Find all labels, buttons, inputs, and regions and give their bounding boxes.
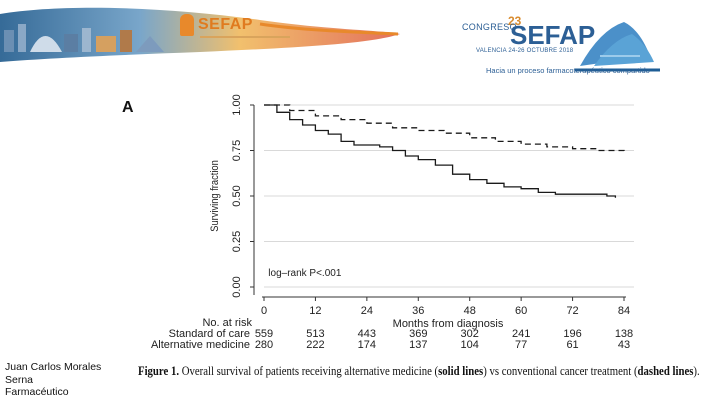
x-tick-label: 60 bbox=[515, 305, 527, 317]
speaker-name-line1: Juan Carlos Morales bbox=[5, 361, 102, 373]
x-tick-label: 36 bbox=[412, 305, 424, 317]
panel-label: A bbox=[122, 99, 134, 116]
sefap-logo-text: SEFAP bbox=[198, 16, 253, 33]
logrank-annotation: log–rank P<.001 bbox=[268, 268, 342, 279]
header-banner bbox=[0, 7, 660, 72]
standard-of-care-curve bbox=[264, 104, 625, 153]
risk-value: 513 bbox=[306, 328, 324, 340]
caption-prefix: Figure 1. bbox=[138, 364, 180, 378]
risk-row-label: Standard of care bbox=[169, 328, 250, 340]
caption-dashed: dashed lines bbox=[637, 364, 694, 378]
congress-dates: VALENCIA 24-26 OCTUBRE 2018 bbox=[476, 48, 574, 54]
x-tick-label: 72 bbox=[566, 305, 578, 317]
risk-value: 280 bbox=[255, 339, 273, 351]
x-tick-label: 0 bbox=[261, 305, 267, 317]
congress-number: 23 bbox=[508, 14, 522, 28]
sefap-logo: SEFAP bbox=[180, 14, 290, 38]
x-tick-label: 24 bbox=[361, 305, 373, 317]
risk-value: 559 bbox=[255, 328, 273, 340]
risk-value: 369 bbox=[409, 328, 427, 340]
y-tick-label: 0.25 bbox=[231, 231, 243, 252]
risk-value: 137 bbox=[409, 339, 427, 351]
figure-caption: Figure 1. Overall survival of patients r… bbox=[138, 364, 700, 379]
speaker-role: Farmacéutico bbox=[5, 386, 69, 398]
risk-value: 104 bbox=[461, 339, 479, 351]
risk-value: 222 bbox=[306, 339, 324, 351]
y-axis-label: Surviving fraction bbox=[209, 160, 221, 232]
city-skyline-image bbox=[0, 7, 400, 62]
risk-value: 302 bbox=[461, 328, 479, 340]
risk-value: 138 bbox=[615, 328, 633, 340]
sefap-logo-underline bbox=[200, 36, 290, 38]
risk-value: 61 bbox=[566, 339, 578, 351]
speaker-info: Juan Carlos Morales Serna Farmacéutico bbox=[5, 361, 101, 399]
x-tick-label: 48 bbox=[464, 305, 476, 317]
survival-chart: 0.00 0.25 0.50 0.75 1.00 Surviving fraction 0 1… bbox=[151, 94, 634, 351]
caption-text-1: Overall survival of patients receiving a… bbox=[179, 364, 439, 378]
y-tick-label: 0.75 bbox=[231, 140, 243, 161]
risk-table-title: No. at risk bbox=[202, 317, 252, 329]
risk-value: 43 bbox=[618, 339, 630, 351]
congress-brand: SEFAP bbox=[510, 20, 596, 50]
caption-text-2: ) vs conventional cancer treatment ( bbox=[483, 364, 638, 378]
risk-row-label: Alternative medicine bbox=[151, 339, 250, 351]
alternative-medicine-curve bbox=[264, 104, 617, 198]
risk-value: 443 bbox=[358, 328, 376, 340]
y-tick-label: 0.00 bbox=[231, 276, 243, 297]
congress-label: CONGRESO bbox=[462, 22, 517, 32]
y-tick-label: 1.00 bbox=[231, 94, 243, 115]
speaker-name-line2: Serna bbox=[5, 373, 34, 386]
caption-solid: solid lines bbox=[438, 364, 484, 378]
caption-text-3: ). bbox=[693, 364, 700, 378]
x-axis-label: Months from diagnosis bbox=[393, 318, 504, 330]
x-tick-label: 12 bbox=[309, 305, 321, 317]
risk-value: 77 bbox=[515, 339, 527, 351]
y-tick-label: 0.50 bbox=[231, 185, 243, 206]
risk-value: 241 bbox=[512, 328, 530, 340]
sefap-logo-icon bbox=[180, 14, 194, 36]
risk-value: 196 bbox=[563, 328, 581, 340]
risk-value: 174 bbox=[358, 339, 376, 351]
valencia-arts-logo bbox=[575, 22, 660, 72]
congress-slogan: Hacia un proceso farmacoterapéutico comp… bbox=[486, 66, 650, 75]
x-tick-label: 84 bbox=[618, 305, 630, 317]
